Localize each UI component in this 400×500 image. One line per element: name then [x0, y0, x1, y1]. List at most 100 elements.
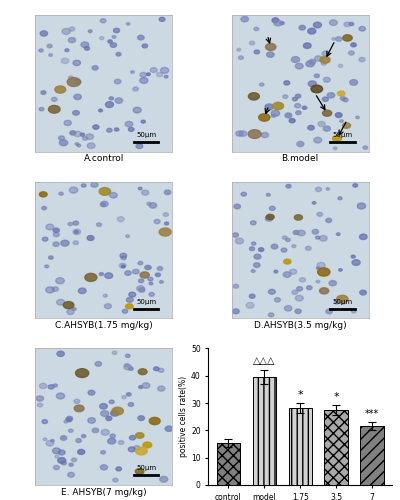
Ellipse shape [109, 400, 114, 404]
Ellipse shape [52, 448, 60, 454]
Ellipse shape [308, 81, 316, 86]
Ellipse shape [69, 463, 73, 466]
Ellipse shape [259, 114, 270, 121]
Bar [360, 426, 384, 485]
Ellipse shape [46, 224, 54, 230]
Ellipse shape [159, 18, 165, 21]
Ellipse shape [53, 242, 59, 246]
Ellipse shape [142, 383, 150, 388]
Ellipse shape [78, 288, 86, 294]
Ellipse shape [312, 202, 316, 204]
Ellipse shape [335, 112, 342, 117]
Ellipse shape [284, 306, 292, 311]
Ellipse shape [291, 56, 300, 62]
Text: 50μm: 50μm [136, 132, 156, 138]
Ellipse shape [76, 438, 82, 442]
Ellipse shape [284, 80, 290, 85]
Ellipse shape [154, 367, 159, 370]
Ellipse shape [163, 212, 168, 216]
Ellipse shape [336, 37, 342, 41]
Ellipse shape [77, 144, 81, 147]
Ellipse shape [135, 468, 144, 474]
Ellipse shape [338, 64, 343, 68]
Ellipse shape [121, 256, 126, 260]
Ellipse shape [334, 300, 339, 304]
Ellipse shape [160, 280, 163, 283]
Ellipse shape [343, 98, 348, 102]
Ellipse shape [148, 278, 153, 281]
Ellipse shape [99, 188, 111, 196]
Ellipse shape [99, 272, 104, 276]
Ellipse shape [296, 111, 301, 114]
Ellipse shape [128, 402, 134, 406]
Ellipse shape [248, 92, 259, 100]
X-axis label: B.model: B.model [282, 154, 319, 164]
Ellipse shape [248, 130, 261, 138]
Ellipse shape [53, 384, 58, 387]
Ellipse shape [80, 133, 85, 136]
X-axis label: D.AHSYB(3.5 mg/kg): D.AHSYB(3.5 mg/kg) [254, 321, 346, 330]
Ellipse shape [56, 300, 65, 305]
Ellipse shape [56, 393, 65, 399]
Ellipse shape [100, 404, 107, 409]
Ellipse shape [282, 236, 287, 239]
Ellipse shape [254, 50, 260, 54]
Ellipse shape [126, 235, 130, 238]
Ellipse shape [299, 278, 306, 282]
Ellipse shape [61, 240, 69, 246]
Ellipse shape [138, 279, 144, 282]
Ellipse shape [142, 44, 148, 48]
Ellipse shape [134, 446, 140, 450]
Ellipse shape [286, 238, 290, 242]
Ellipse shape [125, 271, 131, 276]
Ellipse shape [343, 35, 352, 41]
Ellipse shape [318, 268, 330, 276]
Ellipse shape [286, 184, 291, 188]
Ellipse shape [126, 354, 130, 358]
Ellipse shape [138, 187, 142, 190]
Ellipse shape [140, 272, 149, 278]
Bar [288, 408, 312, 485]
Ellipse shape [261, 132, 268, 138]
Ellipse shape [53, 232, 59, 236]
Ellipse shape [164, 76, 168, 78]
Ellipse shape [73, 241, 78, 244]
Ellipse shape [320, 288, 329, 294]
Ellipse shape [120, 253, 127, 258]
Ellipse shape [157, 266, 163, 270]
Ellipse shape [265, 104, 273, 110]
Ellipse shape [295, 296, 303, 301]
Ellipse shape [141, 120, 145, 123]
Ellipse shape [260, 83, 264, 86]
Ellipse shape [330, 20, 337, 26]
Ellipse shape [316, 267, 320, 270]
Ellipse shape [136, 144, 143, 148]
Ellipse shape [322, 51, 329, 56]
Ellipse shape [58, 136, 64, 140]
Ellipse shape [54, 466, 59, 469]
Ellipse shape [234, 204, 240, 209]
Ellipse shape [344, 22, 350, 26]
Ellipse shape [49, 54, 52, 56]
Ellipse shape [124, 364, 132, 370]
Ellipse shape [114, 28, 120, 32]
Ellipse shape [82, 434, 86, 438]
Ellipse shape [348, 51, 354, 55]
Ellipse shape [110, 192, 117, 198]
Ellipse shape [316, 236, 320, 239]
Ellipse shape [100, 203, 106, 206]
Y-axis label: positive cells rate(%): positive cells rate(%) [179, 376, 188, 457]
Ellipse shape [64, 420, 68, 423]
Ellipse shape [316, 187, 322, 192]
Ellipse shape [249, 41, 255, 45]
Text: ***: *** [365, 410, 379, 420]
Ellipse shape [70, 131, 76, 135]
Ellipse shape [43, 438, 47, 440]
Ellipse shape [116, 52, 121, 56]
Ellipse shape [131, 70, 134, 74]
Ellipse shape [333, 147, 337, 150]
Ellipse shape [250, 221, 256, 225]
Ellipse shape [150, 68, 157, 72]
Bar [253, 377, 276, 485]
Ellipse shape [317, 262, 325, 268]
